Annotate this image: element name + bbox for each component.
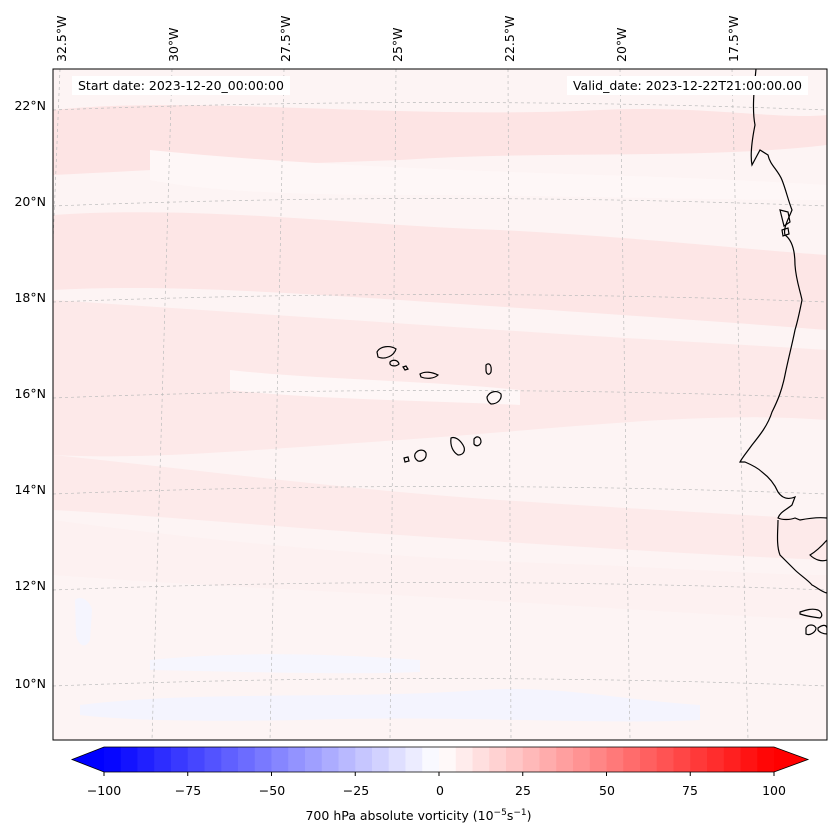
colorbar-title-exp2: −1 <box>513 808 527 818</box>
lon-label: 30°W <box>166 27 181 62</box>
colorbar-bin <box>556 747 574 772</box>
colorbar-bin <box>187 747 206 772</box>
valid-date-label: Valid_date: 2023-12-22T21:00:00.00 <box>566 76 808 95</box>
colorbar-bin <box>422 747 440 772</box>
colorbar-bin <box>254 747 273 772</box>
colorbar-bin <box>623 747 641 772</box>
lat-label: 16°N <box>14 386 46 401</box>
coastline <box>739 69 827 636</box>
colorbar-tick: 75 <box>682 783 698 798</box>
colorbar-tick: −50 <box>259 783 285 798</box>
colorbar-bin <box>120 747 139 772</box>
colorbar-bin <box>656 747 675 772</box>
colorbar-bin <box>372 747 390 772</box>
lon-label: 32.5°W <box>54 16 69 62</box>
colorbar-tick: 0 <box>436 783 444 798</box>
colorbar-bin <box>757 747 775 772</box>
colorbar-min-extension <box>72 747 104 772</box>
colorbar-bin <box>573 747 591 772</box>
colorbar-bin <box>104 747 122 772</box>
colorbar-bin <box>204 747 222 772</box>
colorbar-bin <box>506 747 524 772</box>
colorbar-bin <box>171 747 189 772</box>
map-frame <box>52 68 828 741</box>
longitude-labels: 32.5°W 30°W 27.5°W 25°W 22.5°W 20°W 17.5… <box>54 16 741 62</box>
colorbar-bin <box>288 747 306 772</box>
lon-label: 25°W <box>390 27 405 62</box>
colorbar-bin <box>321 747 340 772</box>
cape-verde-islands <box>376 346 502 463</box>
lon-label: 20°W <box>614 27 629 62</box>
colorbar-tick-labels: −100 −75 −50 −25 0 25 50 75 100 <box>87 783 786 798</box>
lat-label: 20°N <box>14 194 46 209</box>
lat-label: 10°N <box>14 676 46 691</box>
lat-label: 18°N <box>14 290 46 305</box>
colorbar-title: 700 hPa absolute vorticity (10−5s−1) <box>0 808 837 823</box>
colorbar-bin <box>405 747 423 772</box>
colorbar-title-prefix: 700 hPa absolute vorticity (10 <box>305 808 494 824</box>
colorbar-bin <box>137 747 155 772</box>
colorbar-bin <box>589 747 608 772</box>
colorbar-bin <box>154 747 172 772</box>
colorbar-title-mid: s <box>506 808 514 824</box>
colorbar-tick: 100 <box>762 783 786 798</box>
colorbar-bin <box>439 747 457 772</box>
lat-label: 12°N <box>14 578 46 593</box>
colorbar-bin <box>338 747 356 772</box>
colorbar-bin <box>707 747 725 772</box>
colorbar-tick: 50 <box>599 783 615 798</box>
colorbar-title-exp1: −5 <box>493 808 507 818</box>
latitude-labels: 22°N 20°N 18°N 16°N 14°N 12°N 10°N <box>14 98 46 691</box>
colorbar-tick: −75 <box>175 783 201 798</box>
colorbar-bin <box>740 747 758 772</box>
colorbar-bin <box>489 747 507 772</box>
lon-label: 22.5°W <box>502 16 517 62</box>
graticule <box>53 69 827 740</box>
colorbar-bin <box>723 747 742 772</box>
colorbar-bin <box>690 747 708 772</box>
colorbar-bin <box>238 747 256 772</box>
colorbar-bin <box>271 747 289 772</box>
lon-label: 27.5°W <box>278 16 293 62</box>
colorbar-bin <box>472 747 490 772</box>
colorbar <box>70 746 810 776</box>
colorbar-bin <box>388 747 407 772</box>
colorbar-title-suffix: ) <box>526 808 532 824</box>
vorticity-field <box>53 69 827 740</box>
colorbar-bin <box>640 747 658 772</box>
colorbar-bin <box>455 747 474 772</box>
colorbar-bin <box>355 747 373 772</box>
lat-label: 22°N <box>14 98 46 113</box>
colorbar-bin <box>606 747 624 772</box>
colorbar-max-extension <box>774 747 808 772</box>
colorbar-tick: −100 <box>87 783 121 798</box>
colorbar-bin <box>221 747 239 772</box>
lat-label: 14°N <box>14 482 46 497</box>
colorbar-tick: 25 <box>515 783 531 798</box>
colorbar-bin <box>305 747 323 772</box>
lon-label: 17.5°W <box>726 16 741 62</box>
colorbar-tick: −25 <box>343 783 369 798</box>
start-date-label: Start date: 2023-12-20_00:00:00 <box>72 76 290 95</box>
colorbar-bin <box>522 747 541 772</box>
colorbar-bin <box>673 747 691 772</box>
colorbar-bin <box>539 747 557 772</box>
